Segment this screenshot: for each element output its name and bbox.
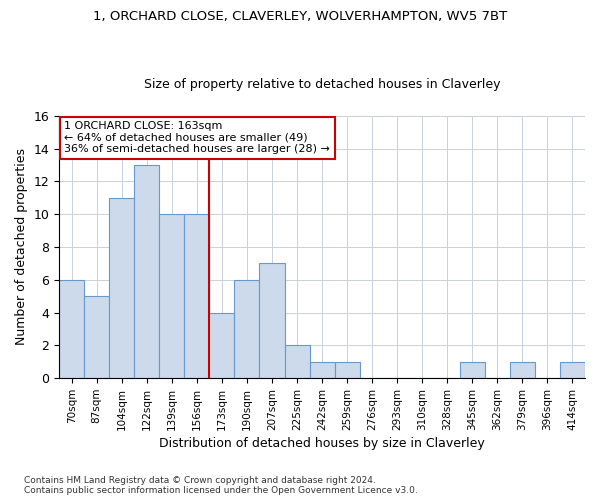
- Bar: [235, 280, 259, 378]
- Y-axis label: Number of detached properties: Number of detached properties: [15, 148, 28, 346]
- Title: Size of property relative to detached houses in Claverley: Size of property relative to detached ho…: [144, 78, 500, 91]
- Bar: [284, 346, 310, 378]
- Bar: [259, 264, 284, 378]
- Bar: [109, 198, 134, 378]
- X-axis label: Distribution of detached houses by size in Claverley: Distribution of detached houses by size …: [159, 437, 485, 450]
- Text: 1, ORCHARD CLOSE, CLAVERLEY, WOLVERHAMPTON, WV5 7BT: 1, ORCHARD CLOSE, CLAVERLEY, WOLVERHAMPT…: [93, 10, 507, 23]
- Bar: [560, 362, 585, 378]
- Bar: [184, 214, 209, 378]
- Bar: [134, 165, 160, 378]
- Bar: [310, 362, 335, 378]
- Bar: [335, 362, 359, 378]
- Bar: [460, 362, 485, 378]
- Bar: [84, 296, 109, 378]
- Bar: [160, 214, 184, 378]
- Text: 1 ORCHARD CLOSE: 163sqm
← 64% of detached houses are smaller (49)
36% of semi-de: 1 ORCHARD CLOSE: 163sqm ← 64% of detache…: [64, 121, 330, 154]
- Bar: [510, 362, 535, 378]
- Bar: [209, 312, 235, 378]
- Bar: [59, 280, 84, 378]
- Text: Contains HM Land Registry data © Crown copyright and database right 2024.
Contai: Contains HM Land Registry data © Crown c…: [24, 476, 418, 495]
